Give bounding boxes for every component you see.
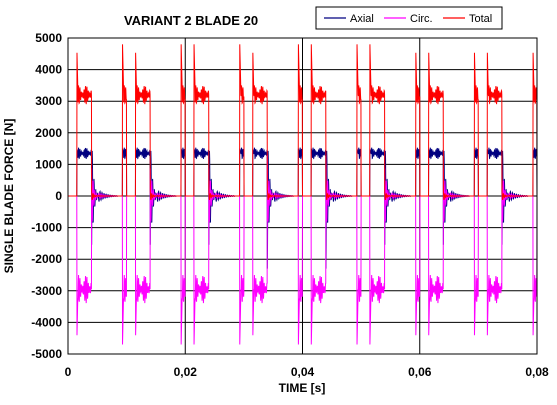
- y-tick-label: -5000: [31, 347, 62, 361]
- y-tick-label: 5000: [35, 31, 62, 45]
- series-group: [68, 44, 538, 345]
- legend-label-total: Total: [469, 13, 492, 25]
- y-tick-label: -4000: [31, 315, 62, 329]
- y-tick-label: 2000: [35, 126, 62, 140]
- y-tick-label: -2000: [31, 252, 62, 266]
- legend: Axial Circ. Total: [315, 6, 503, 30]
- y-axis: -5000 -4000 -3000 -2000 -1000 0 1000 2000 3000 40…: [31, 31, 62, 361]
- x-tick-label: 0,02: [174, 365, 198, 379]
- y-tick-label: 1000: [35, 157, 62, 171]
- plot-frame: [67, 37, 538, 355]
- y-tick-label: 0: [55, 189, 62, 203]
- y-tick-label: -1000: [31, 221, 62, 235]
- x-axis: 0 0,02 0,04 0,06 0,08: [65, 365, 549, 379]
- y-tick-label: -3000: [31, 284, 62, 298]
- y-tick-label: 3000: [35, 94, 62, 108]
- x-tick-label: 0,06: [408, 365, 432, 379]
- y-tick-label: 4000: [35, 63, 62, 77]
- x-tick-label: 0,04: [291, 365, 315, 379]
- x-tick-label: 0: [65, 365, 72, 379]
- x-axis-title: TIME [s]: [279, 381, 326, 395]
- legend-box: [315, 6, 503, 30]
- y-axis-title: SINGLE BLADE FORCE [N]: [2, 119, 16, 274]
- legend-label-axial: Axial: [350, 13, 374, 25]
- series-total-line: [68, 44, 538, 201]
- x-tick-label: 0,08: [525, 365, 549, 379]
- legend-label-circ: Circ.: [410, 13, 433, 25]
- chart-title: VARIANT 2 BLADE 20: [124, 13, 258, 28]
